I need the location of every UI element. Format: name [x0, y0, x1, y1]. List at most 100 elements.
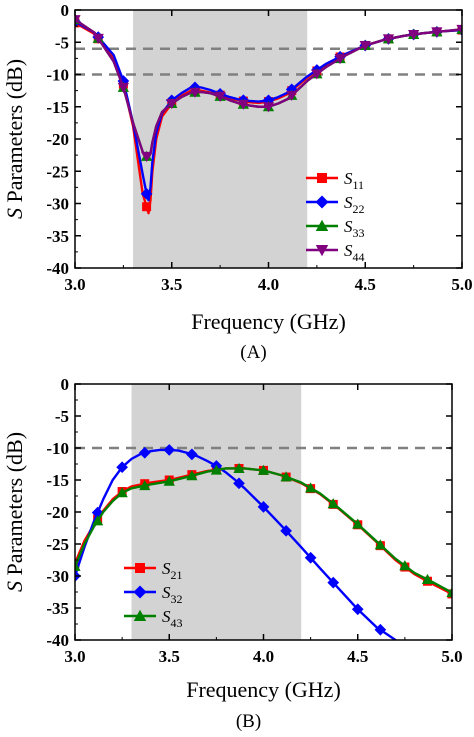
y-tick-label: -10: [46, 439, 69, 458]
y-axis-label-text: Parameters (dB): [2, 432, 27, 581]
y-tick-label: -40: [46, 259, 69, 278]
marker-s32: [304, 551, 317, 564]
shaded-band: [131, 384, 302, 640]
y-axis-label-symbol: S: [2, 581, 27, 592]
x-tick-label: 5.0: [441, 647, 462, 666]
marker-s44: [75, 15, 81, 26]
legend-symbol: S: [344, 217, 353, 236]
marker-s44: [262, 102, 275, 113]
legend-subscript: 22: [353, 202, 365, 216]
legend-marker-s21: [135, 563, 145, 573]
legend-subscript: 32: [171, 592, 183, 606]
y-tick-label: -15: [46, 98, 69, 117]
y-tick-label: -25: [46, 162, 69, 181]
shaded-band: [133, 10, 308, 268]
marker-s32: [233, 477, 245, 490]
y-tick-label: -25: [46, 535, 69, 554]
marker-s44: [214, 91, 226, 103]
legend-label-s22: S22: [344, 193, 365, 216]
legend-label-s11: S11: [344, 169, 364, 192]
y-tick-label: -30: [46, 567, 69, 586]
y-tick-label: -35: [46, 227, 69, 246]
legend-subscript: 43: [171, 616, 183, 630]
x-tick-label: 3.5: [159, 647, 180, 666]
y-axis-label-text: Parameters (dB): [2, 59, 27, 208]
marker-s43: [399, 560, 411, 571]
y-tick-label: -20: [46, 503, 69, 522]
x-axis-label: Frequency (GHz): [186, 677, 341, 702]
legend-subscript: 11: [353, 178, 365, 192]
y-tick-label: -20: [46, 130, 69, 149]
legend-symbol: S: [344, 193, 353, 212]
y-tick-label: -30: [46, 195, 69, 214]
marker-s44: [117, 82, 129, 94]
legend-subscript: 33: [353, 226, 365, 240]
marker-s44: [456, 24, 462, 35]
marker-s32: [163, 444, 176, 456]
legend-label-s44: S44: [344, 241, 365, 264]
legend-symbol: S: [162, 583, 171, 602]
legend-symbol: S: [162, 559, 171, 578]
legend-label-s21: S21: [162, 559, 183, 582]
y-tick-label: -5: [55, 407, 69, 426]
y-tick-label: -40: [46, 631, 69, 650]
chart-panel-b: 0 -5 -10 -15 -20 -25 -30 -35 -403.0 3.5 4.0 4.5 5.0 F…: [2, 375, 463, 732]
y-tick-label: -35: [46, 599, 69, 618]
legend-label-s32: S32: [162, 583, 183, 606]
y-tick-label: 0: [61, 375, 70, 394]
legend-symbol: S: [162, 607, 171, 626]
marker-s44: [408, 30, 420, 41]
marker-s44: [334, 54, 346, 65]
legend-marker-s11: [317, 173, 327, 183]
legend-label-s33: S33: [344, 217, 365, 240]
marker-s32: [327, 576, 340, 589]
marker-s44: [359, 40, 371, 52]
x-axis-label: Frequency (GHz): [191, 309, 346, 334]
y-tick-label: -5: [55, 33, 69, 52]
x-tick-label: 3.5: [161, 275, 182, 294]
marker-s32: [116, 461, 128, 474]
series-line-s32: [75, 448, 398, 640]
marker-s43: [421, 573, 434, 585]
marker-s22: [285, 83, 298, 96]
marker-s44: [237, 99, 249, 110]
marker-s43: [374, 539, 386, 550]
marker-s11: [142, 202, 152, 212]
x-tick-label: 4.0: [258, 275, 279, 294]
marker-s22: [140, 187, 153, 200]
marker-s32: [374, 623, 387, 636]
marker-s44: [92, 33, 104, 45]
legend-symbol: S: [344, 169, 353, 188]
marker-s44: [431, 27, 443, 38]
chart-panel-a: 0 -5 -10 -15 -20 -25 -30 -35 -403.0 3.5 4.0 4.5 5.0 F…: [2, 1, 473, 363]
marker-s43: [210, 464, 222, 475]
marker-s43: [257, 464, 270, 475]
marker-s44: [166, 99, 178, 110]
marker-s43: [116, 487, 128, 498]
marker-s43: [91, 515, 104, 526]
x-tick-label: 4.5: [355, 275, 376, 294]
marker-s43: [139, 480, 151, 491]
legend-subscript: 21: [171, 568, 183, 582]
marker-s44: [286, 90, 298, 102]
x-tick-label: 4.0: [253, 647, 274, 666]
x-tick-label: 4.5: [347, 647, 368, 666]
marker-s44: [382, 34, 395, 45]
legend-marker-s43: [133, 609, 147, 621]
legend-symbol: S: [344, 241, 353, 260]
y-tick-label: 0: [61, 1, 70, 20]
panel-label: (A): [240, 342, 266, 363]
legend-marker-s33: [315, 219, 329, 231]
y-axis-label: S Parameters (dB): [2, 59, 27, 219]
marker-s32: [280, 524, 292, 537]
marker-s43: [305, 482, 317, 493]
y-tick-label: -10: [46, 66, 69, 85]
marker-s43: [233, 462, 245, 473]
x-tick-label: 3.0: [64, 647, 85, 666]
x-tick-label: 3.0: [64, 275, 85, 294]
legend-marker-s32: [133, 585, 147, 599]
marker-s44: [189, 87, 201, 98]
legend-subscript: 44: [353, 250, 365, 264]
